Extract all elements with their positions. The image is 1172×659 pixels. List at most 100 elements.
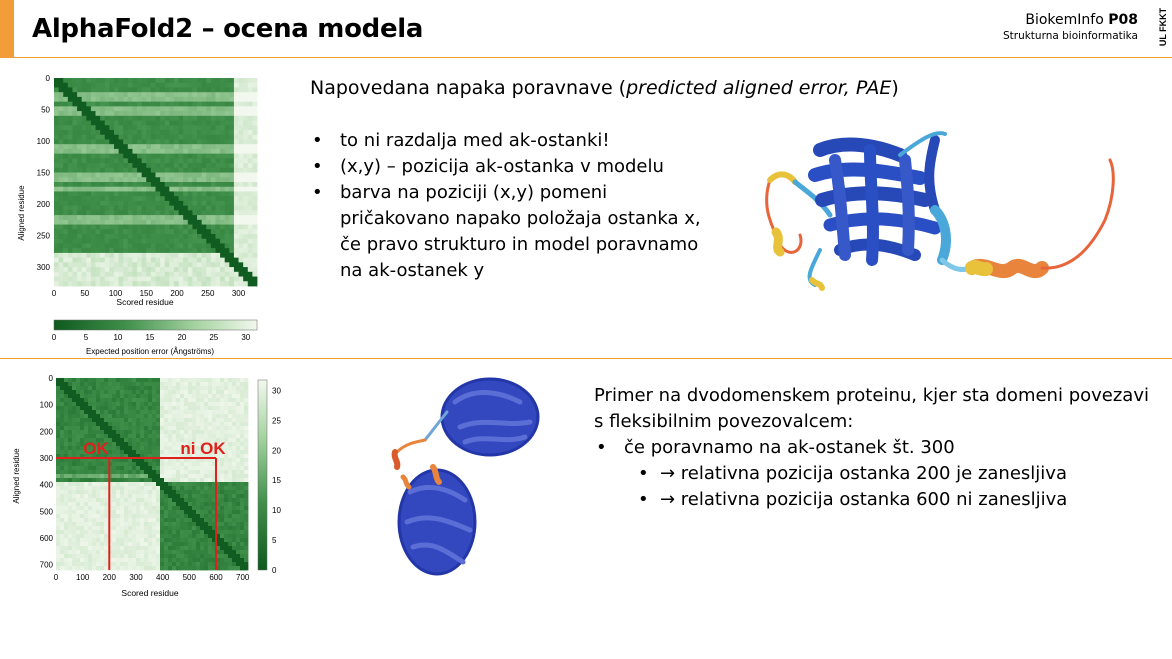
y-tick-label: 200 bbox=[40, 427, 54, 436]
heatmap-cell bbox=[220, 550, 225, 555]
heatmap-cell bbox=[169, 177, 175, 183]
heatmap-cell bbox=[54, 106, 60, 112]
heatmap-cell bbox=[88, 502, 93, 507]
heatmap-cell bbox=[108, 422, 113, 427]
heatmap-cell bbox=[72, 78, 78, 84]
heatmap-cell bbox=[58, 191, 64, 197]
heatmap-cell bbox=[72, 482, 77, 487]
heatmap-cell bbox=[104, 262, 110, 268]
heatmap-cell bbox=[236, 398, 241, 403]
heatmap-cell bbox=[132, 177, 138, 183]
heatmap-cell bbox=[160, 494, 165, 499]
heatmap-cell bbox=[127, 215, 133, 221]
heatmap-cell bbox=[127, 271, 133, 277]
heatmap-cell bbox=[206, 262, 212, 268]
heatmap-cell bbox=[155, 92, 161, 98]
heatmap-cell bbox=[229, 134, 235, 140]
heatmap-cell bbox=[77, 257, 83, 263]
heatmap-cell bbox=[183, 191, 189, 197]
heatmap-cell bbox=[84, 454, 89, 459]
heatmap-cell bbox=[148, 486, 153, 491]
heatmap-cell bbox=[208, 470, 213, 475]
heatmap-cell bbox=[164, 546, 169, 551]
heatmap-cell bbox=[252, 111, 258, 117]
heatmap-cell bbox=[140, 470, 145, 475]
heatmap-cell bbox=[232, 406, 237, 411]
heatmap-cell bbox=[206, 177, 212, 183]
heatmap-cell bbox=[187, 177, 193, 183]
heatmap-cell bbox=[54, 111, 60, 117]
heatmap-cell bbox=[232, 502, 237, 507]
heatmap-cell bbox=[77, 96, 83, 103]
heatmap-cell bbox=[192, 134, 198, 140]
heatmap-cell bbox=[178, 125, 184, 131]
heatmap-cell bbox=[216, 534, 221, 539]
heatmap-cell bbox=[137, 248, 143, 254]
heatmap-cell bbox=[96, 550, 101, 555]
heatmap-cell bbox=[132, 474, 137, 479]
heatmap-cell bbox=[160, 215, 166, 221]
heatmap-cell bbox=[128, 554, 133, 559]
heatmap-cell bbox=[141, 130, 147, 136]
heatmap-cell bbox=[90, 182, 96, 188]
heatmap-cell bbox=[132, 430, 137, 435]
heatmap-cell bbox=[72, 422, 77, 427]
heatmap-cell bbox=[160, 115, 166, 121]
heatmap-cell bbox=[244, 482, 249, 487]
heatmap-cell bbox=[247, 120, 253, 126]
heatmap-cell bbox=[104, 482, 109, 487]
heatmap-cell bbox=[240, 422, 245, 427]
heatmap-cell bbox=[144, 386, 149, 391]
heatmap-cell bbox=[96, 566, 101, 571]
heatmap-cell bbox=[243, 125, 249, 131]
heatmap-cell bbox=[60, 414, 65, 419]
heatmap-cell bbox=[172, 402, 177, 407]
heatmap-cell bbox=[140, 422, 145, 427]
heatmap-cell bbox=[210, 276, 216, 282]
heatmap-cell bbox=[112, 514, 117, 519]
heatmap-cell bbox=[206, 125, 212, 131]
heatmap-cell bbox=[95, 186, 101, 192]
heatmap-cell bbox=[233, 267, 239, 273]
heatmap-cell bbox=[243, 130, 249, 136]
heatmap-cell bbox=[90, 106, 96, 112]
heatmap-cell bbox=[56, 402, 61, 407]
heatmap-cell bbox=[173, 167, 179, 173]
heatmap-cell bbox=[220, 430, 225, 435]
heatmap-cell bbox=[132, 418, 137, 423]
heatmap-cell bbox=[215, 120, 221, 126]
heatmap-cell bbox=[109, 200, 115, 207]
heatmap-cell bbox=[123, 267, 129, 273]
heatmap-cell bbox=[104, 446, 109, 451]
heatmap-cell bbox=[215, 271, 221, 277]
heatmap-cell bbox=[95, 234, 101, 240]
heatmap-cell bbox=[63, 271, 69, 277]
heatmap-cell bbox=[150, 248, 156, 254]
heatmap-cell bbox=[247, 144, 253, 150]
heatmap-cell bbox=[210, 96, 216, 103]
heatmap-cell bbox=[252, 267, 258, 273]
heatmap-cell bbox=[220, 486, 225, 491]
heatmap-cell bbox=[197, 210, 203, 216]
heatmap-cell bbox=[113, 271, 119, 277]
heatmap-cell bbox=[54, 271, 60, 277]
heatmap-cell bbox=[92, 394, 97, 399]
heatmap-cell bbox=[63, 210, 69, 216]
heatmap-cell bbox=[187, 87, 193, 93]
heatmap-cell bbox=[155, 210, 161, 216]
heatmap-cell bbox=[96, 518, 101, 523]
heatmap-cell bbox=[247, 153, 253, 159]
heatmap-cell bbox=[210, 163, 216, 169]
heatmap-cell bbox=[169, 257, 175, 263]
heatmap-cell bbox=[112, 390, 117, 395]
heatmap-cell bbox=[124, 422, 129, 427]
heatmap-cell bbox=[137, 243, 143, 249]
heatmap-cell bbox=[72, 406, 77, 411]
heatmap-cell bbox=[152, 390, 157, 395]
heatmap-cell bbox=[210, 177, 216, 183]
heatmap-cell bbox=[141, 172, 147, 178]
heatmap-cell bbox=[188, 490, 193, 495]
heatmap-cell bbox=[137, 205, 143, 211]
heatmap-cell bbox=[238, 276, 244, 282]
heatmap-cell bbox=[100, 177, 106, 183]
